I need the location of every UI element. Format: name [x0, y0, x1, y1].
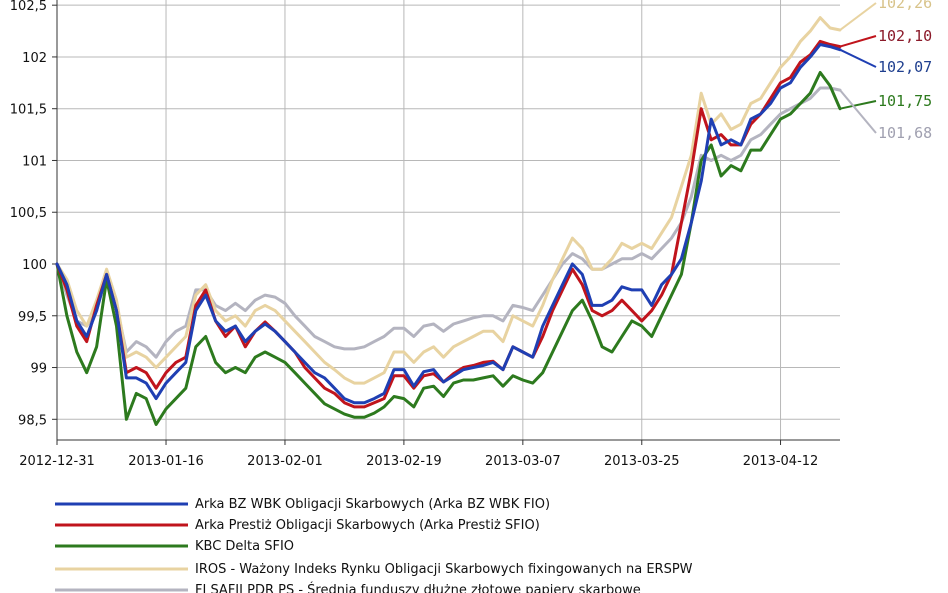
y-tick-label: 101,5: [10, 103, 47, 118]
end-value-label: 102,26: [878, 0, 932, 12]
legend: Arka BZ WBK Obligacji Skarbowych (Arka B…: [55, 497, 693, 593]
end-labels: 102,07 102,10 101,75 102,26 101,68: [839, 0, 932, 142]
y-axis-ticks: 98,5 99 99,5 100 100,5 101 101,5 102 102,5: [10, 0, 57, 428]
x-tick-label: 2013-03-07: [485, 454, 561, 469]
grid: [56, 0, 840, 440]
x-tick-label: 2013-02-01: [247, 454, 323, 469]
series-line-4: [55, 16, 842, 385]
y-tick-label: 98,5: [18, 413, 47, 428]
end-value-label: 101,68: [878, 124, 932, 142]
y-tick-label: 102: [22, 51, 47, 66]
y-tick-label: 102,5: [10, 0, 47, 14]
y-tick-label: 100: [22, 258, 47, 273]
end-label-leader: [839, 2, 877, 31]
legend-entry: Arka Prestiż Obligacji Skarbowych (Arka …: [195, 518, 540, 533]
legend-entry: Arka BZ WBK Obligacji Skarbowych (Arka B…: [195, 497, 550, 512]
x-tick-label: 2013-03-25: [604, 454, 680, 469]
y-tick-label: 101: [22, 154, 47, 169]
series-line-5: [55, 86, 842, 359]
series-line-1: [55, 43, 842, 405]
legend-entry: KBC Delta SFIO: [195, 539, 294, 554]
legend-entry: FI SAFII PDR PS - Średnia funduszy dłużn…: [195, 582, 641, 593]
legend-entry: IROS - Ważony Indeks Rynku Obligacji Ska…: [195, 562, 693, 577]
series-lines: [55, 16, 842, 426]
end-label-leader: [839, 35, 877, 48]
end-value-label: 102,10: [878, 27, 932, 45]
x-tick-label: 2013-01-16: [128, 454, 204, 469]
series-line-3: [55, 71, 842, 426]
end-label-leader: [839, 100, 877, 110]
end-label-leader: [839, 89, 877, 134]
x-tick-label: 2013-02-19: [366, 454, 442, 469]
x-tick-label: 2013-04-12: [743, 454, 819, 469]
y-tick-label: 99,5: [18, 310, 47, 325]
axes: [56, 0, 840, 441]
x-axis-ticks: 2012-12-31 2013-01-16 2013-02-01 2013-02-19…: [19, 440, 818, 469]
x-tick-label: 2012-12-31: [19, 454, 95, 469]
end-value-label: 101,75: [878, 92, 932, 110]
y-tick-label: 100,5: [10, 206, 47, 221]
end-value-label: 102,07: [878, 58, 932, 76]
y-tick-label: 99: [30, 362, 47, 377]
end-label-leader: [839, 48, 877, 68]
